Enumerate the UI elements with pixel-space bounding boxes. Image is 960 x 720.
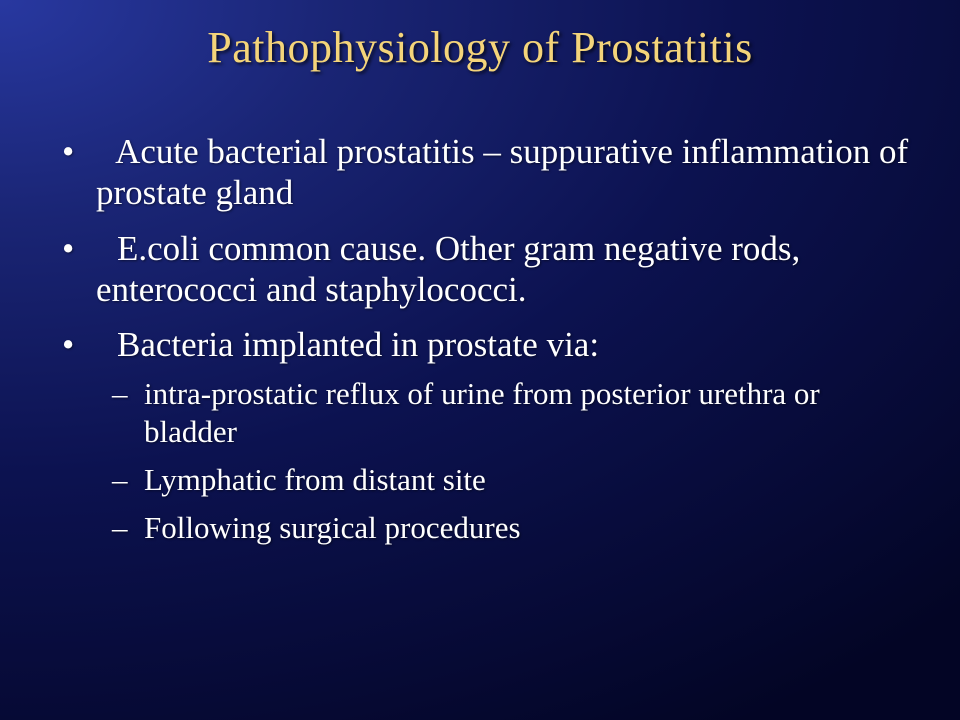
sub-bullet-text: intra-prostatic reflux of urine from pos… xyxy=(144,376,820,449)
bullet-text: Bacteria implanted in prostate via: xyxy=(108,325,599,364)
bullet-text: Acute bacterial prostatitis – suppurativ… xyxy=(96,132,908,212)
list-item: Acute bacterial prostatitis – suppurativ… xyxy=(96,131,912,214)
bullet-list: Acute bacterial prostatitis – suppurativ… xyxy=(40,131,920,547)
sub-list: intra-prostatic reflux of urine from pos… xyxy=(96,375,912,546)
sub-list-item: Lymphatic from distant site xyxy=(144,461,912,499)
list-item: Bacteria implanted in prostate via: intr… xyxy=(96,324,912,547)
slide-title: Pathophysiology of Prostatitis xyxy=(40,22,920,73)
bullet-text: E.coli common cause. Other gram negative… xyxy=(96,229,800,309)
sub-list-item: intra-prostatic reflux of urine from pos… xyxy=(144,375,912,451)
list-item: E.coli common cause. Other gram negative… xyxy=(96,228,912,311)
sub-list-item: Following surgical procedures xyxy=(144,509,912,547)
slide: Pathophysiology of Prostatitis Acute bac… xyxy=(0,0,960,720)
sub-bullet-text: Following surgical procedures xyxy=(144,510,521,545)
sub-bullet-text: Lymphatic from distant site xyxy=(144,462,486,497)
